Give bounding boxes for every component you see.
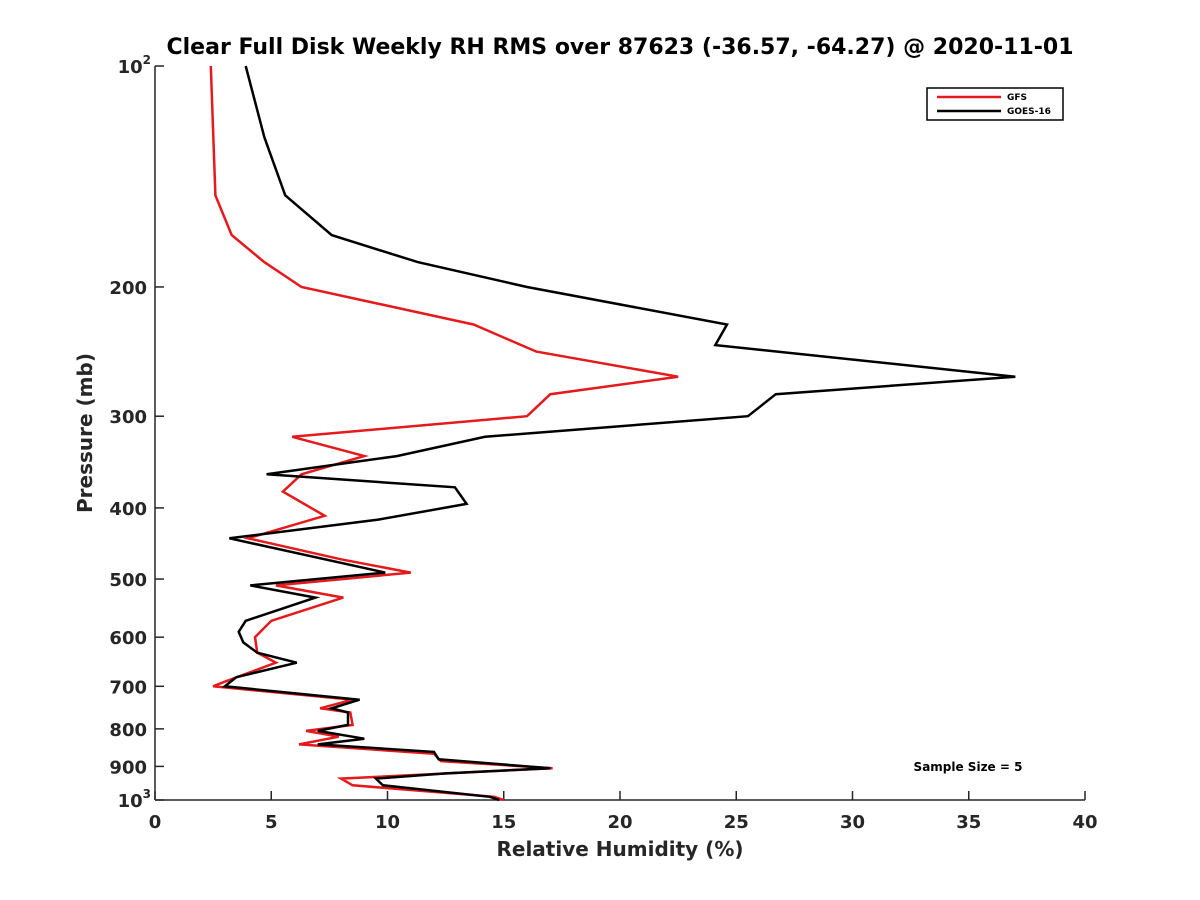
sample-size-annotation: Sample Size = 5	[914, 760, 1023, 774]
x-tick-label: 30	[840, 812, 865, 833]
x-tick-label: 25	[724, 812, 749, 833]
x-tick-label: 15	[491, 812, 516, 833]
y-axis-label: Pressure (mb)	[73, 353, 97, 513]
x-axis-ticks: 0 5 10 15 20 25 30 35 40	[149, 791, 1098, 833]
y-axis-ticks: 102 200 300 400 500 600 700 800 900 103	[109, 53, 164, 812]
legend-label-goes16: GOES-16	[1007, 107, 1051, 117]
y-tick-label: 102	[118, 53, 151, 78]
y-tick-label: 200	[109, 278, 147, 299]
y-tick-label: 400	[109, 499, 147, 520]
x-tick-label: 10	[375, 812, 400, 833]
legend: GFS GOES-16	[926, 87, 1064, 121]
y-tick-label: 500	[109, 570, 147, 591]
y-tick-label: 700	[109, 677, 147, 698]
x-tick-label: 40	[1072, 812, 1097, 833]
x-axis-label: Relative Humidity (%)	[496, 837, 743, 861]
x-tick-label: 20	[607, 812, 632, 833]
y-tick-label: 103	[118, 787, 151, 812]
x-tick-label: 0	[149, 812, 162, 833]
y-tick-label: 800	[109, 720, 147, 741]
series-line-goes-16	[221, 65, 1016, 802]
legend-box	[926, 87, 1064, 121]
chart-title: Clear Full Disk Weekly RH RMS over 87623…	[166, 35, 1073, 60]
legend-label-gfs: GFS	[1007, 93, 1027, 103]
y-tick-label: 600	[109, 628, 147, 649]
y-tick-label: 300	[109, 407, 147, 428]
plot-area: 0 5 10 15 20 25 30 35 40 102 200 300 400 500 600 700 80…	[109, 53, 1097, 833]
series-layer	[209, 65, 1016, 802]
y-tick-label: 900	[109, 757, 147, 778]
series-line-gfs	[209, 65, 679, 802]
x-tick-label: 5	[265, 812, 278, 833]
x-tick-label: 35	[956, 812, 981, 833]
